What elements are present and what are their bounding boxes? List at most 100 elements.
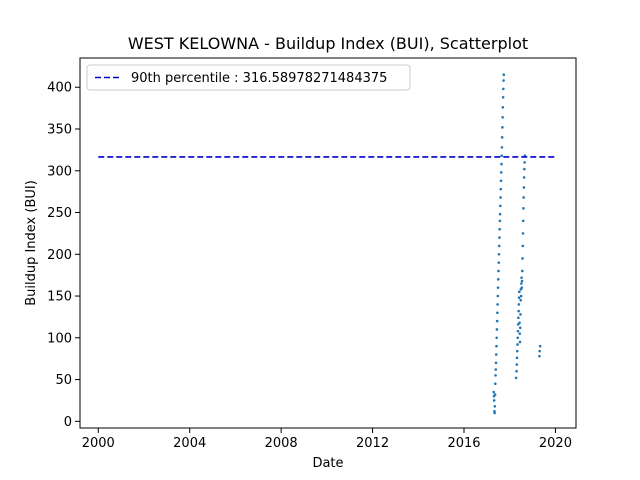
x-tick-label: 2012 [356, 436, 389, 451]
data-point [494, 353, 498, 356]
data-point [521, 244, 525, 248]
data-point [522, 207, 525, 210]
data-point [517, 316, 520, 320]
data-point [498, 227, 501, 231]
data-point [520, 279, 524, 283]
data-point [502, 87, 505, 91]
data-point [517, 309, 520, 313]
data-point [493, 404, 497, 408]
y-axis-title: Buildup Index (BUI) [24, 180, 39, 306]
data-point [522, 196, 525, 199]
data-point [499, 204, 502, 208]
data-point [501, 95, 505, 99]
data-point [515, 363, 519, 366]
data-point [502, 79, 505, 82]
y-tick-label: 400 [47, 81, 72, 96]
data-point [497, 244, 501, 248]
data-point [519, 294, 523, 298]
x-tick-label: 2016 [447, 436, 480, 451]
data-point [499, 187, 503, 191]
data-point [497, 261, 501, 264]
data-point [497, 252, 501, 256]
data-point [496, 278, 500, 281]
data-point [495, 344, 498, 348]
data-point [523, 161, 526, 164]
data-point [496, 303, 499, 306]
legend: 90th percentile : 316.58978271484375 [86, 64, 411, 91]
data-point [496, 311, 499, 315]
data-point [493, 393, 497, 396]
data-point [499, 196, 502, 199]
data-point [514, 376, 518, 380]
data-point [498, 236, 501, 239]
data-point [516, 343, 519, 346]
data-point [517, 296, 521, 300]
data-point [515, 349, 519, 353]
data-point [517, 303, 521, 306]
data-point [523, 167, 526, 171]
data-point [518, 321, 521, 325]
data-point [501, 126, 504, 129]
data-point [520, 276, 523, 279]
x-axis-ticks: 2000 2004 2008 2012 2016 2020 [82, 428, 572, 451]
data-point [495, 328, 499, 331]
data-point [518, 290, 521, 294]
data-point [496, 286, 500, 289]
y-tick-label: 250 [47, 206, 72, 221]
data-point [501, 116, 504, 119]
data-point [492, 390, 496, 394]
data-point [497, 269, 500, 273]
y-axis-ticks: 0 50 100 150 200 250 300 350 400 [47, 81, 80, 430]
data-point [515, 356, 519, 360]
y-tick-label: 150 [47, 290, 72, 305]
data-point [496, 294, 500, 298]
data-point [500, 146, 504, 149]
data-point [500, 162, 503, 166]
data-point [520, 286, 524, 289]
data-point [492, 399, 496, 402]
data-point [498, 212, 502, 216]
data-point [500, 154, 504, 158]
data-point [538, 349, 541, 353]
y-tick-label: 50 [55, 373, 72, 388]
data-point [499, 179, 503, 183]
y-tick-label: 100 [47, 331, 72, 346]
data-point [494, 368, 498, 371]
legend-box [86, 64, 411, 91]
x-tick-label: 2000 [82, 436, 115, 451]
data-point [494, 361, 498, 365]
data-point [519, 298, 522, 302]
y-tick-label: 200 [47, 248, 72, 263]
data-point [515, 369, 518, 373]
marker-layer [492, 73, 542, 415]
data-point [494, 382, 497, 386]
data-point [518, 332, 522, 335]
data-point [521, 257, 524, 260]
x-axis-title: Date [312, 456, 343, 471]
x-tick-label: 2020 [539, 436, 572, 451]
data-point [521, 232, 525, 235]
data-point [538, 344, 542, 348]
data-point [522, 186, 526, 189]
data-point [522, 176, 526, 179]
data-point [519, 313, 522, 316]
data-point [499, 171, 503, 174]
data-point [520, 282, 523, 285]
data-point [521, 219, 525, 223]
data-point [518, 340, 522, 344]
data-point [538, 354, 541, 358]
data-point [495, 336, 498, 340]
data-point [500, 136, 504, 139]
data-point [516, 329, 520, 333]
data-point [520, 269, 524, 273]
data-point [494, 374, 497, 377]
data-point [495, 319, 499, 323]
chart-title: WEST KELOWNA - Buildup Index (BUI), Scat… [128, 34, 528, 53]
x-tick-label: 2004 [173, 436, 206, 451]
legend-label: 90th percentile : 316.58978271484375 [131, 71, 387, 86]
data-point [501, 105, 505, 109]
x-tick-label: 2008 [265, 436, 298, 451]
y-tick-label: 300 [47, 164, 72, 179]
data-point [493, 411, 496, 415]
